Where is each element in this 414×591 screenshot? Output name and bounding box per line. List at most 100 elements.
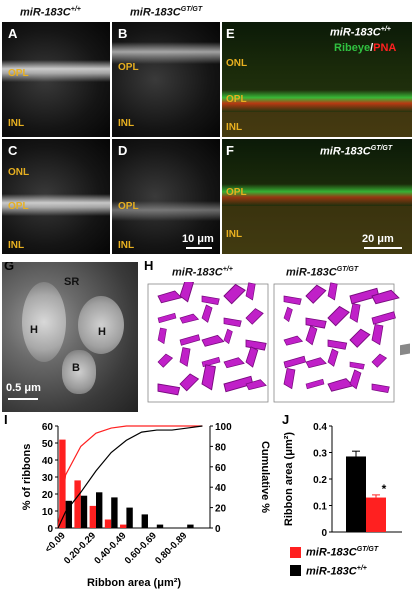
panel-c-image: C ONL OPL INL [2,139,110,254]
layer-onl: ONL [226,58,248,69]
ribbon-shape [157,327,167,345]
panel-h-ribbons [147,282,410,403]
ribbon-shape [179,373,200,392]
x-tick-label: 0.80-0.89 [153,530,189,566]
layer-inl: INL [226,122,243,133]
layer-inl: INL [8,118,25,129]
bar [187,524,194,528]
scale-label-g: 0.5 μm [6,382,41,394]
header-gt: miR-183CGT/GT [130,6,203,19]
significance-star: * [382,482,387,496]
bar [65,500,72,528]
panel-label-g: G [4,262,15,273]
ribbon-shape [371,353,388,368]
ribbon-shape [327,282,338,301]
ribbon-shape [179,347,191,367]
x-tick-label: 0.40-0.49 [92,530,128,566]
bar [120,524,127,528]
ribbon-shape [371,289,400,305]
layer-inl: INL [118,118,135,129]
panel-label-a: A [8,26,18,41]
panel-h-header-wt: miR-183C+/+ [172,266,233,279]
ribbon-shape [201,334,225,347]
y-axis-label: % of ribbons [21,444,33,511]
y-tick-label: 30 [42,473,54,484]
y2-tick-label: 100 [215,422,232,433]
y-tick-label: 60 [42,422,54,433]
legend-swatch-red [290,546,301,558]
ribbon-shape [305,325,318,346]
ribbon-shape [371,383,390,394]
bar [89,505,96,528]
scale-bar-f [364,247,402,249]
label-h2: H [98,326,106,338]
cumulative-line [57,425,203,529]
y2-tick-label: 80 [215,442,227,453]
bar [156,524,164,528]
y2-tick-label: 60 [215,463,227,474]
label-h1: H [30,324,38,336]
header-wt: miR-183C+/+ [20,6,81,19]
panel-d-image: D OPL INL 10 μm [112,139,220,254]
y-axis-label: Ribbon area (μm²) [283,432,295,526]
ribbon-shape [349,369,362,390]
layer-opl: OPL [226,94,247,105]
ribbon-shape [201,304,213,323]
panel-f-genotype: miR-183CGT/GT [320,145,393,158]
ribbon-shape [179,334,201,346]
ribbon-shape [223,357,245,369]
legend-swatch-black [290,565,301,577]
layer-opl: OPL [118,62,139,73]
layer-inl: INL [226,229,243,240]
ribbon-shape [245,282,256,301]
bar [346,456,366,532]
ribbon-shape [223,283,246,305]
x-tick-label: 0.20-0.29 [62,530,98,566]
y2-tick-label: 0 [215,524,221,535]
ribbon-shape [327,305,350,327]
bar [59,439,66,528]
ribbon-shape [283,367,296,390]
ribbon-shape [157,383,181,396]
panel-label-c: C [8,143,18,158]
bar [74,480,81,528]
y-tick-label: 50 [42,439,54,450]
y-tick-label: 0.3 [313,449,327,460]
ribbon-shape [201,364,216,391]
y-tick-label: 0.2 [313,475,327,486]
panel-a-image: A OPL INL [2,22,110,137]
layer-opl: OPL [118,201,139,212]
scale-bar-d [186,247,212,249]
legend-item-wt: miR-183C+/+ [290,564,410,578]
panel-label-j: J [282,412,290,427]
panel-j-chart: 0 0.1 0.2 0.3 0.4 * Ribbon area (μm²) [283,422,402,539]
ribbon-shape [223,328,233,345]
ribbon-shape [179,282,195,303]
panel-label-f: F [226,143,234,158]
ribbon-shape [327,339,348,350]
ribbon-shape [201,295,220,306]
panel-j-legend: miR-183CGT/GT miR-183C+/+ [290,546,410,577]
label-b: B [72,362,80,374]
ribbon-shape [305,357,327,369]
ribbon-shape [283,335,304,346]
layer-opl: OPL [8,68,29,79]
layer-inl: INL [118,240,135,251]
legend-label-wt: miR-183C+/+ [306,564,367,578]
bar [80,495,88,528]
panel-label-d: D [118,143,128,158]
panel-e-image: E miR-183C+/+ Ribeye/PNA ONL OPL INL [222,22,412,137]
layer-opl: OPL [226,187,247,198]
ribbon-shape [157,353,174,368]
bar [126,507,133,528]
panel-label-b: B [118,26,128,41]
y-tick-label: 20 [42,490,54,501]
ribbon-shape [283,295,302,306]
bar [96,492,103,528]
label-sr: SR [64,276,80,288]
scale-bar-g [8,398,38,400]
x-axis-label: Ribbon area (μm²) [87,577,181,589]
layer-opl: OPL [8,201,29,212]
ribbon-shape [371,323,384,346]
y2-tick-label: 40 [215,483,227,494]
